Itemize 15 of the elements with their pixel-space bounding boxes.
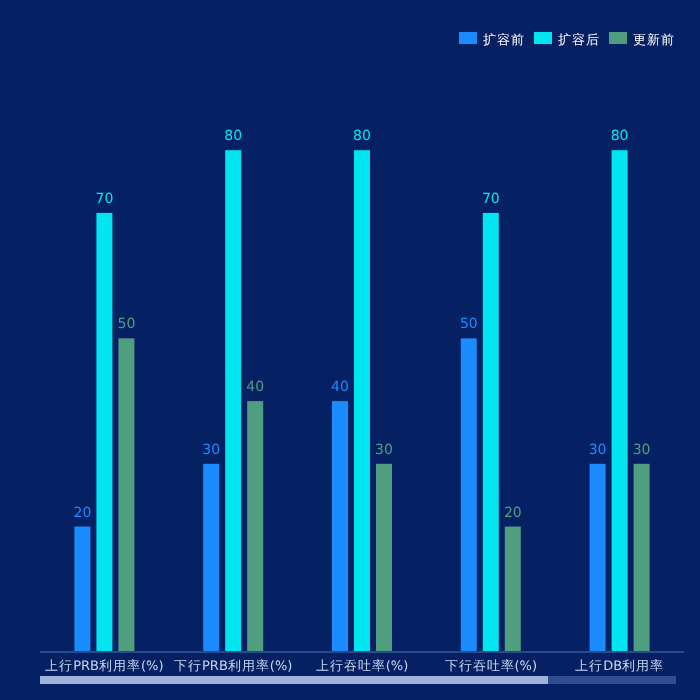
bar xyxy=(96,212,113,652)
bar xyxy=(225,150,242,652)
bar xyxy=(633,463,650,652)
bar xyxy=(482,212,499,652)
bar xyxy=(332,401,348,652)
bar xyxy=(118,338,135,652)
bar xyxy=(203,463,220,652)
bar xyxy=(611,150,628,652)
bar xyxy=(354,150,370,652)
bar xyxy=(376,463,392,652)
bar xyxy=(589,463,606,652)
bar xyxy=(74,526,91,652)
bar xyxy=(504,526,521,652)
bar xyxy=(247,401,264,652)
bar xyxy=(460,338,477,652)
